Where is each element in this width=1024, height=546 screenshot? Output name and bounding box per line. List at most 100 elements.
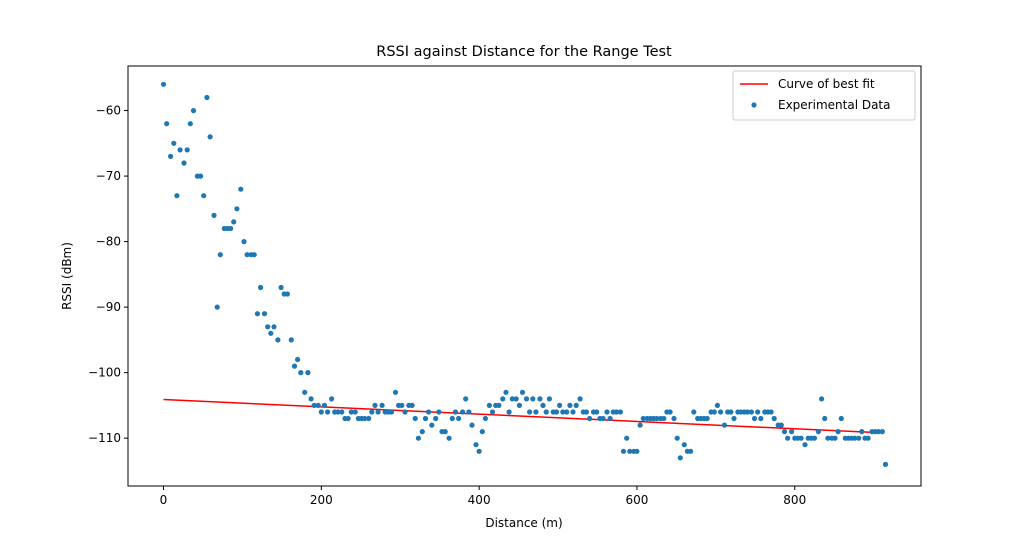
y-tick-label: −80 [96, 235, 121, 249]
data-point [164, 121, 170, 127]
legend: Curve of best fit Experimental Data [732, 70, 916, 121]
data-point [402, 409, 408, 415]
data-point [366, 415, 372, 422]
data-point [375, 409, 381, 415]
data-point [449, 415, 455, 422]
data-point [177, 147, 183, 153]
data-point [174, 193, 180, 199]
data-point [714, 402, 721, 408]
points-layer [160, 81, 889, 467]
data-point [419, 429, 425, 435]
data-point [198, 173, 204, 179]
legend-label-data: Experimental Data [778, 98, 891, 112]
data-point [637, 422, 643, 428]
data-point [238, 186, 244, 192]
data-point [543, 409, 549, 415]
data-point [516, 402, 523, 408]
data-point [207, 134, 213, 140]
data-point [271, 324, 277, 330]
data-point [412, 415, 418, 422]
data-point [755, 409, 761, 415]
legend-label-fit: Curve of best fit [778, 77, 875, 91]
data-point [275, 337, 281, 343]
data-point [228, 225, 234, 232]
data-point [704, 415, 710, 422]
y-tick-label: −70 [96, 169, 121, 183]
data-point [171, 140, 177, 146]
data-point [607, 415, 613, 422]
data-point [388, 409, 395, 415]
data-point [533, 409, 539, 415]
data-point [284, 291, 290, 297]
data-point [329, 396, 335, 402]
data-point [214, 304, 220, 310]
data-point [553, 409, 560, 415]
data-point [875, 429, 882, 435]
best-fit-line [163, 398, 884, 434]
data-point [570, 409, 576, 415]
data-point [781, 429, 788, 435]
data-point [469, 422, 475, 428]
data-point [308, 396, 314, 402]
data-point [513, 396, 519, 402]
data-point [688, 448, 694, 454]
data-point [604, 409, 610, 415]
data-point [671, 415, 677, 422]
data-point [768, 409, 774, 415]
data-point [667, 409, 673, 415]
data-point [211, 212, 217, 218]
plot-frame [127, 65, 922, 487]
data-point [184, 147, 190, 153]
data-point [446, 435, 452, 441]
data-point [748, 409, 755, 415]
y-tick-label: −110 [88, 431, 121, 445]
data-point [399, 402, 405, 408]
data-point [771, 415, 777, 422]
data-point [181, 160, 187, 166]
data-point [466, 409, 472, 415]
data-point [422, 415, 429, 422]
data-point [479, 429, 485, 435]
fit-line-layer [163, 398, 884, 434]
chart-title: RSSI against Distance for the Range Test [376, 44, 672, 60]
data-point [241, 239, 247, 245]
data-point [835, 429, 841, 435]
data-point [268, 330, 274, 336]
data-point [617, 409, 624, 415]
data-point [530, 396, 536, 402]
data-point [674, 435, 680, 441]
data-point [442, 429, 448, 435]
data-point [436, 409, 442, 415]
data-point [482, 415, 488, 422]
data-point [288, 337, 294, 343]
y-axis-ticks: −60 −70 −80 −90 −100 −110 [88, 104, 128, 445]
data-point [527, 409, 533, 415]
data-point [298, 370, 304, 376]
data-point [537, 396, 543, 402]
data-point [325, 409, 331, 415]
data-point [433, 415, 439, 422]
x-tick-label: 0 [160, 493, 168, 507]
data-point [204, 94, 210, 101]
y-axis-label: RSSI (dBm) [60, 242, 74, 310]
data-point [278, 284, 284, 291]
data-point [838, 415, 844, 422]
data-point [261, 311, 268, 317]
data-point [859, 429, 865, 435]
data-point [426, 409, 432, 415]
data-point [318, 409, 324, 415]
data-point [187, 121, 193, 127]
data-point [415, 435, 421, 441]
data-point [362, 415, 368, 422]
data-point [258, 284, 264, 291]
data-point [372, 402, 378, 408]
data-point [295, 356, 301, 363]
data-point [627, 448, 633, 454]
data-point [567, 402, 573, 408]
data-point [583, 409, 590, 415]
data-point [429, 422, 435, 428]
data-point [160, 81, 167, 87]
data-point [463, 396, 469, 402]
data-point [523, 396, 530, 402]
